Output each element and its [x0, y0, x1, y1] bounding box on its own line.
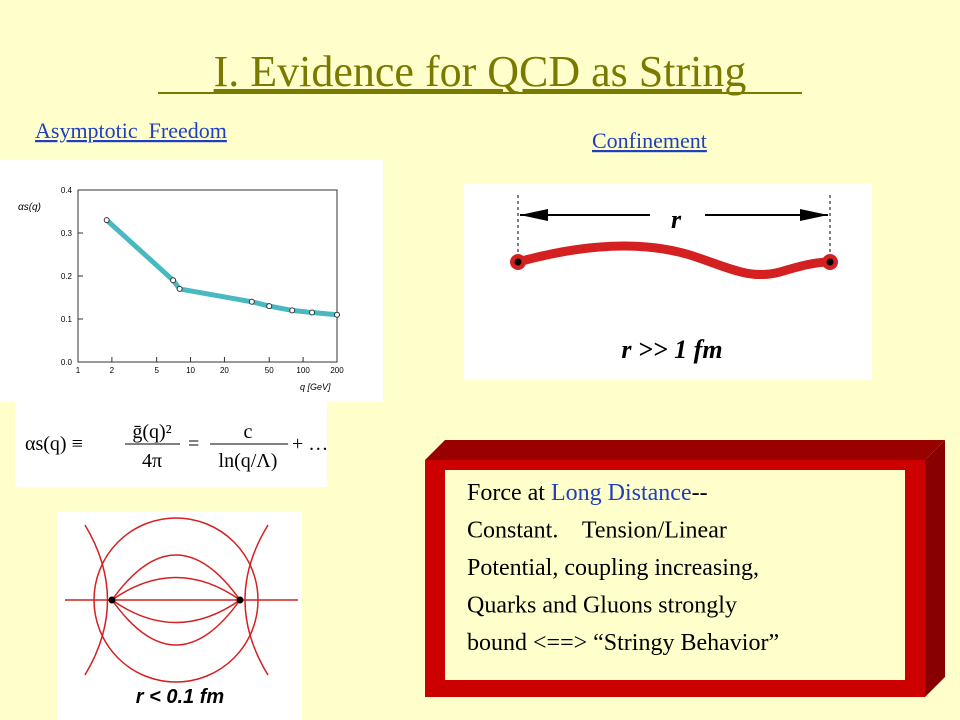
formula-den: 4π	[142, 450, 162, 472]
field-caption: r < 0.1 fm	[136, 686, 224, 708]
data-point	[248, 298, 255, 305]
formula-tail: + …	[292, 433, 328, 455]
box-line: Potential, coupling increasing,	[467, 555, 759, 581]
formula-den: ln(q/Λ)	[219, 450, 278, 472]
field-image	[57, 512, 302, 720]
y-tick-label: 0.1	[61, 315, 73, 324]
data-point	[266, 303, 273, 310]
box-side	[925, 440, 945, 697]
box-text-segment: Constant. Tension/Linear	[467, 518, 727, 544]
x-tick-label: 200	[330, 366, 344, 375]
x-tick-label: 100	[296, 366, 310, 375]
plot: αs(q) q [GeV] 0.0 0.1 0.2 0.3 0.4 1 2 5 10 20 50 10…	[18, 186, 344, 392]
x-tick-label: 2	[110, 366, 115, 375]
data-point	[309, 309, 316, 316]
x-tick-label: 20	[220, 366, 229, 375]
formula-num: c	[244, 421, 253, 443]
box-text: Force at Long Distance-- Constant. Tensio…	[467, 480, 779, 656]
data-point	[289, 307, 296, 314]
formula-lhs: αs(q) ≡	[25, 433, 83, 455]
title: I. Evidence for QCD as String	[214, 47, 747, 96]
y-tick-label: 0.4	[61, 186, 73, 195]
x-axis-label: q [GeV]	[300, 382, 331, 392]
box-text-segment: Quarks and Gluons strongly	[467, 593, 737, 619]
y-tick-label: 0.0	[61, 358, 73, 367]
formula: αs(q) ≡ ḡ(q)² 4π = c ln(q/Λ) + …	[25, 421, 328, 472]
y-tick-label: 0.2	[61, 272, 73, 281]
y-axis-label: αs(q)	[18, 202, 41, 213]
box-text-segment: Long Distance	[551, 480, 692, 506]
box-line: Quarks and Gluons strongly	[467, 593, 737, 619]
right-heading: Confinement	[592, 128, 707, 153]
box-text-segment: bound <==> “Stringy Behavior”	[467, 630, 779, 656]
box-line: bound <==> “Stringy Behavior”	[467, 630, 779, 656]
y-tick-label: 0.3	[61, 229, 73, 238]
data-point	[170, 277, 177, 284]
x-tick-label: 50	[265, 366, 274, 375]
distance-label: r	[671, 205, 682, 234]
box-top	[425, 440, 945, 460]
confinement-caption: r >> 1 fm	[621, 335, 722, 364]
charge	[236, 596, 244, 604]
data-point	[103, 217, 110, 224]
data-point	[334, 311, 340, 318]
x-tick-label: 1	[76, 366, 81, 375]
x-tick-label: 5	[154, 366, 159, 375]
charge	[108, 596, 116, 604]
box-line: Force at Long Distance--	[467, 480, 708, 506]
formula-eq: =	[188, 433, 199, 455]
string-drawing	[510, 195, 838, 280]
box-line: Constant. Tension/Linear	[467, 518, 727, 544]
box-inner	[445, 470, 905, 680]
field-lines	[65, 517, 298, 683]
box-text-segment: Force at	[467, 480, 551, 506]
box-text-segment: Potential, coupling increasing,	[467, 555, 759, 581]
data-point	[176, 285, 183, 292]
box-text-segment: --	[692, 480, 708, 506]
x-tick-label: 10	[186, 366, 195, 375]
formula-num: ḡ(q)²	[132, 421, 171, 443]
left-heading: Asymptotic Freedom	[35, 118, 227, 143]
